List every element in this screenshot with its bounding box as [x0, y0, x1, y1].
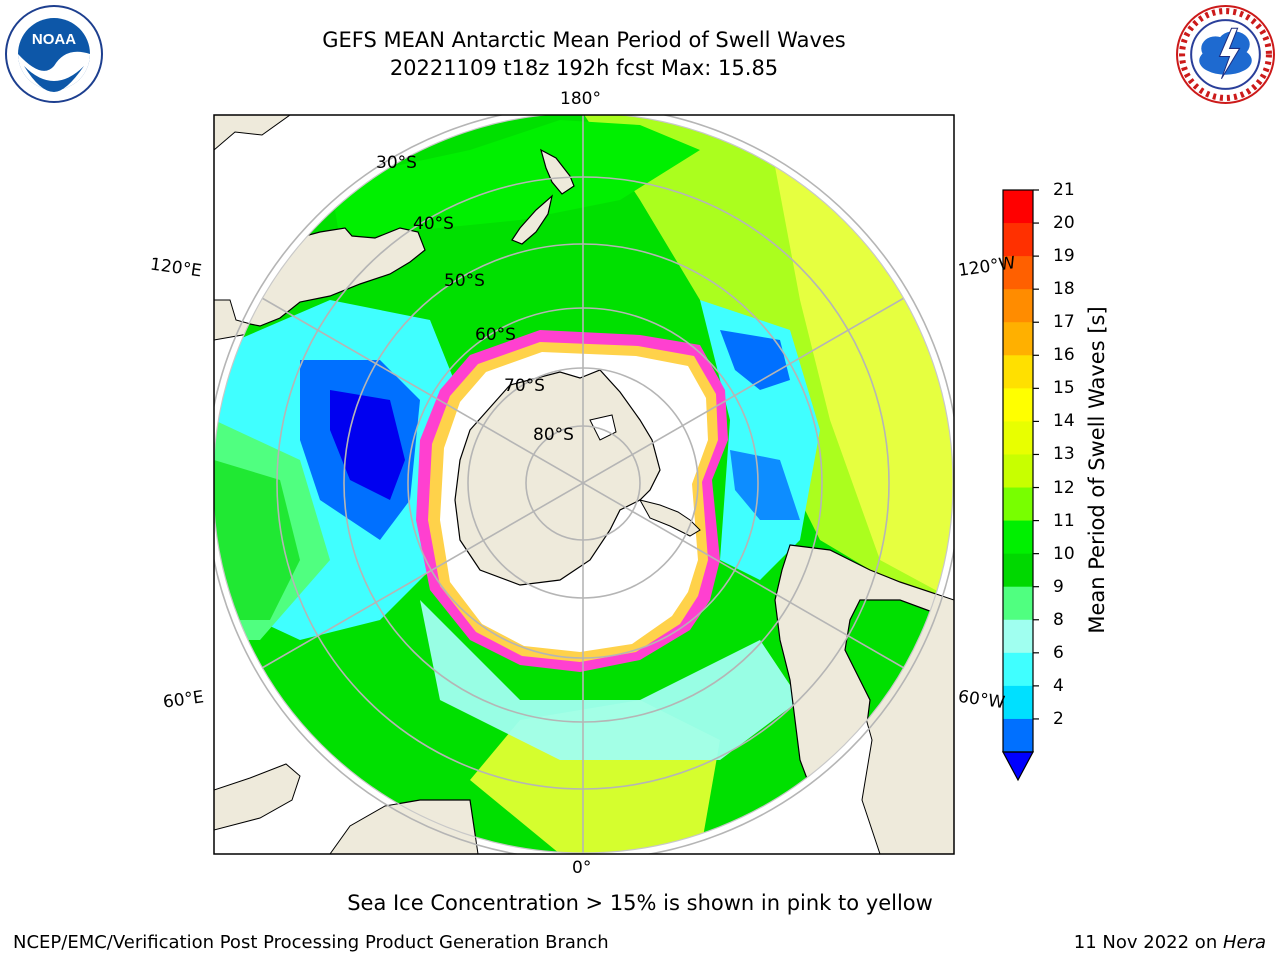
chart-title: GEFS MEAN Antarctic Mean Period of Swell…: [322, 28, 846, 52]
colorbar-segment: [1003, 256, 1033, 290]
noaa-logo: NOAA: [5, 5, 103, 103]
colorbar-tick-label: 6: [1053, 642, 1064, 663]
colorbar-segment: [1003, 454, 1033, 489]
parallel-label-70s: 70°S: [504, 376, 545, 396]
colorbar-segment: [1003, 388, 1033, 422]
parallel-label-60s: 60°S: [475, 325, 516, 345]
colorbar-tick-label: 20: [1053, 213, 1075, 234]
colorbar-tick-label: 16: [1053, 345, 1075, 366]
new-zealand-land: [540, 148, 575, 195]
colorbar-tick-label: 21: [1053, 180, 1075, 200]
sea-ice-caption: Sea Ice Concentration > 15% is shown in …: [347, 891, 933, 915]
colorbar-tick-label: 13: [1053, 444, 1075, 465]
colorbar-tick-label: 18: [1053, 279, 1075, 300]
colorbar-extend-arrow: [1001, 751, 1035, 782]
colorbar-tick-label: 17: [1053, 312, 1075, 333]
parallel-label-30s: 30°S: [376, 153, 417, 173]
colorbar-label: Mean Period of Swell Waves [s]: [1085, 306, 1109, 634]
colorbar-tick-label: 12: [1053, 477, 1075, 498]
colorbar-segment: [1003, 421, 1033, 455]
colorbar-tick-label: 8: [1053, 609, 1064, 630]
colorbar-segment: [1003, 520, 1033, 555]
colorbar-segment: [1003, 487, 1033, 522]
parallel-label-80s: 80°S: [533, 425, 574, 445]
colorbar-tick-label: 15: [1053, 378, 1075, 399]
colorbar-segment: [1003, 289, 1033, 323]
colorbar-tick-label: 10: [1053, 543, 1075, 564]
colorbar-segment: [1003, 355, 1033, 389]
colorbar-segment: [1003, 685, 1033, 720]
colorbar-segment: [1003, 553, 1033, 588]
colorbar-segment: [1003, 223, 1033, 257]
colorbar-segment: [1003, 652, 1033, 687]
colorbar-tick-label: 2: [1053, 708, 1064, 729]
svg-text:NOAA: NOAA: [32, 31, 76, 48]
footer-date-text: 11 Nov 2022 on: [1073, 932, 1223, 953]
colorbar-segment: [1003, 718, 1033, 753]
map-frame: [213, 114, 955, 855]
footer-host: Hera: [1222, 932, 1266, 953]
colorbar: [1001, 189, 1039, 782]
meridian-label-180: 180°: [560, 89, 601, 109]
parallel-label-50s: 50°S: [444, 271, 485, 291]
nws-logo: [1176, 5, 1275, 104]
graticule: [214, 115, 954, 854]
footer-date: 11 Nov 2022 on Hera: [1074, 932, 1266, 953]
meridian-label-0: 0°: [572, 858, 592, 878]
colorbar-segment: [1003, 322, 1033, 356]
colorbar-segment: [1003, 190, 1033, 224]
colorbar-tick-label: 14: [1053, 411, 1075, 432]
colorbar-segment: [1003, 586, 1033, 621]
colorbar-segment: [1003, 619, 1033, 654]
chart-subtitle: 20221109 t18z 192h fcst Max: 15.85: [389, 56, 779, 80]
colorbar-tick-label: 9: [1053, 576, 1064, 597]
footer-credit: NCEP/EMC/Verification Post Processing Pr…: [13, 932, 609, 953]
colorbar-tick-label: 11: [1053, 510, 1075, 531]
colorbar-tick-label: 19: [1053, 246, 1075, 267]
parallel-label-40s: 40°S: [413, 214, 454, 234]
colorbar-segments: [1003, 190, 1033, 753]
colorbar-tick-label: 4: [1053, 675, 1064, 696]
